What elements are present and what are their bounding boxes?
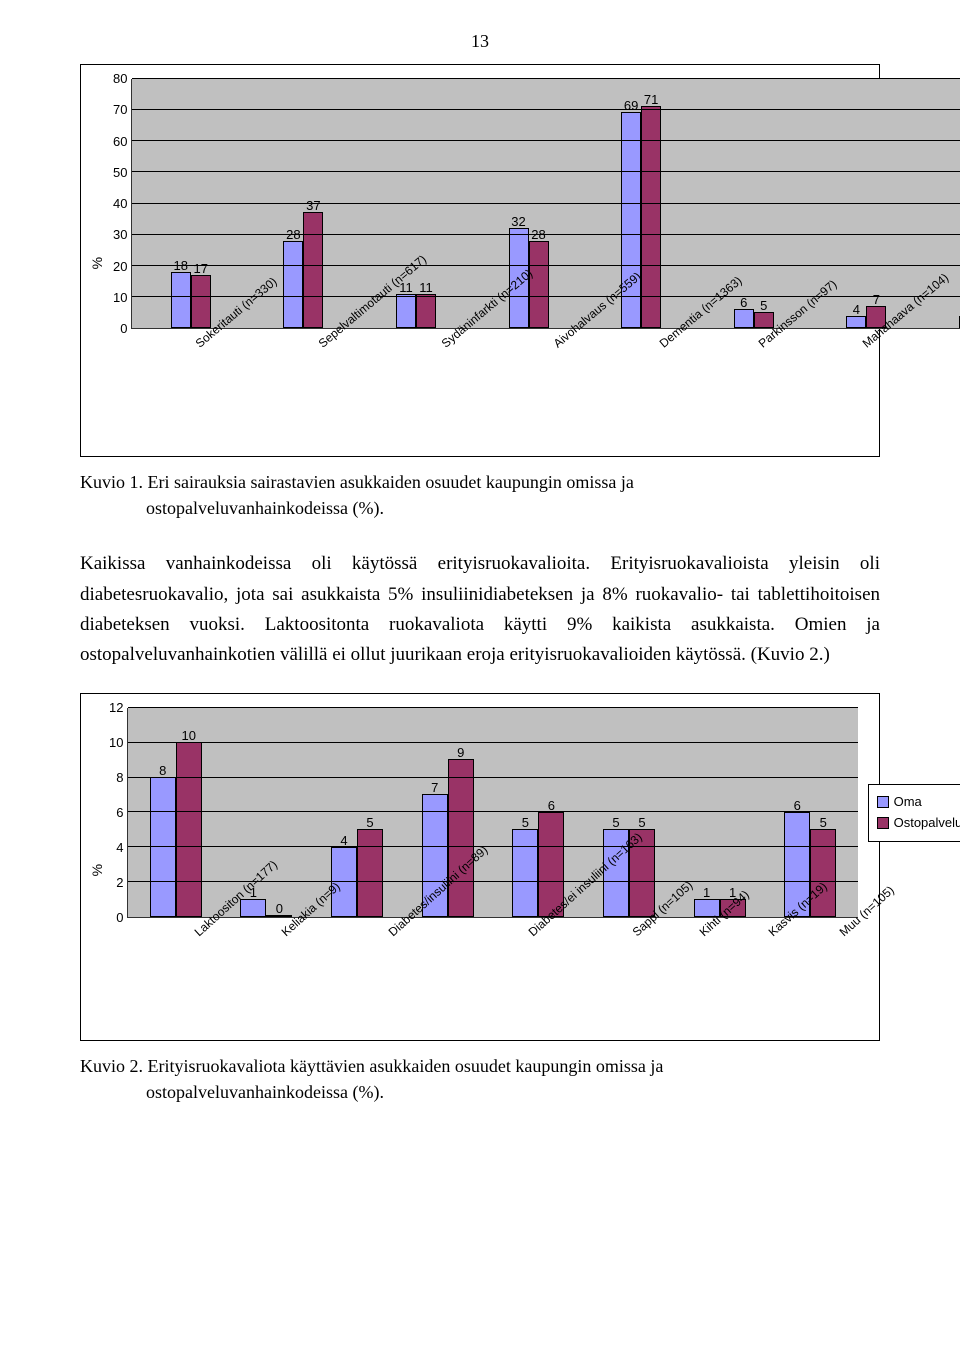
bar-value-label: 32 — [511, 213, 525, 232]
bar-value-label: 1 — [703, 884, 710, 903]
bar-value-label: 69 — [624, 97, 638, 116]
bar-value-label: 71 — [644, 91, 658, 110]
chart2-legend: Oma Ostopalvelu — [868, 784, 960, 842]
bar-group: 56 — [493, 708, 584, 917]
bar-ostopalvelu: 0 — [266, 915, 292, 917]
bar-value-label: 28 — [286, 226, 300, 245]
x-label: Diabetes/insuliini (n=89) — [308, 922, 436, 1032]
chart-2-frame: % 121086420 81010457956551165 Oma — [80, 693, 880, 1041]
x-label: Parkinsson (n=97) — [697, 333, 795, 448]
bar-ostopalvelu: 17 — [191, 275, 211, 328]
bar-value-label: 17 — [194, 260, 208, 279]
bar-value-label: 5 — [760, 297, 767, 316]
x-label: Kasvis (n=19) — [721, 922, 795, 1032]
bar-oma: 4 — [846, 316, 866, 329]
chart2-y-axis: 121086420 — [103, 708, 127, 918]
x-label: Mahahaava (n=104) — [795, 333, 903, 448]
chart2-y-label: % — [91, 708, 103, 1032]
x-label: Aivohalvaus (n=559) — [484, 333, 594, 448]
x-label: Diabetes/ei insuliini (n=163) — [436, 922, 584, 1032]
x-label: Sepelvaltimotauti (n=617) — [233, 333, 369, 448]
bar-value-label: 37 — [306, 197, 320, 216]
bar-oma: 11 — [396, 294, 416, 328]
bar-value-label: 4 — [853, 301, 860, 320]
bar-value-label: 8 — [159, 762, 166, 781]
chart1-y-axis: 80706050403020100 — [103, 79, 131, 329]
bar-value-label: 10 — [182, 727, 196, 746]
bar-value-label: 5 — [612, 814, 619, 833]
x-label: Keliakia (n=9) — [234, 922, 308, 1032]
x-label: Sydäninfarkti (n=210) — [370, 333, 484, 448]
chart2-caption: Kuvio 2. Erityisruokavaliota käyttävien … — [80, 1053, 880, 1105]
bar-value-label: 9 — [457, 744, 464, 763]
chart1-y-label: % — [91, 79, 103, 448]
chart-1-frame: % 80706050403020100 18172837111132286971… — [80, 64, 880, 457]
page-number: 13 — [80, 28, 880, 54]
bar-ostopalvelu: 37 — [303, 212, 323, 328]
bar-oma: 18 — [171, 272, 191, 328]
bar-ostopalvelu: 11 — [416, 294, 436, 328]
bar-group: 3228 — [472, 79, 585, 328]
bar-value-label: 5 — [820, 814, 827, 833]
x-label: Sappi (n=105) — [584, 922, 660, 1032]
x-label: Laktoositon (n=177) — [127, 922, 233, 1032]
bar-oma: 6 — [734, 309, 754, 328]
bar-value-label: 5 — [638, 814, 645, 833]
bar-group: 69 71 — [585, 79, 698, 328]
body-paragraph: Kaikissa vanhainkodeissa oli käytössä er… — [80, 549, 880, 671]
bar-value-label: 6 — [740, 294, 747, 313]
bar-group: 1817 — [134, 79, 247, 328]
chart1-x-axis: Sokeritauti (n=330)Sepelvaltimotauti (n=… — [131, 333, 960, 448]
bar-value-label: 6 — [794, 797, 801, 816]
bar-value-label: 0 — [276, 900, 283, 919]
bar-value-label: 18 — [174, 257, 188, 276]
x-label: Muu (n=105) — [795, 922, 863, 1032]
chart1-caption: Kuvio 1. Eri sairauksia sairastavien asu… — [80, 469, 880, 521]
bar-ostopalvelu: 28 — [529, 241, 549, 329]
bar-value-label: 7 — [431, 779, 438, 798]
legend-item-ostopalvelu: Ostopalvelu — [877, 814, 960, 833]
bar-ostopalvelu: 10 — [176, 742, 202, 917]
bar-value-label: 28 — [531, 226, 545, 245]
legend-item-oma: Oma — [877, 793, 960, 812]
x-label: Dementia (n=1363) — [594, 333, 697, 448]
bar-value-label: 6 — [548, 797, 555, 816]
chart2-x-axis: Laktoositon (n=177)Keliakia (n=9)Diabete… — [127, 922, 863, 1032]
bar-value-label: 11 — [419, 279, 433, 298]
bar-value-label: 4 — [340, 832, 347, 851]
bar-value-label: 5 — [522, 814, 529, 833]
bar-value-label: 7 — [873, 291, 880, 310]
bar-oma: 5 — [512, 829, 538, 917]
bar-ostopalvelu: 5 — [357, 829, 383, 917]
legend-swatch-oma — [877, 796, 889, 808]
x-label: Sokeritauti (n=330) — [131, 333, 233, 448]
bar-oma: 28 — [283, 241, 303, 329]
legend-swatch-ostopalvelu — [877, 817, 889, 829]
bar-group: 10 — [221, 708, 312, 917]
bar-group: 8 10 — [130, 708, 221, 917]
bar-value-label: 5 — [366, 814, 373, 833]
bar-ostopalvelu: 9 — [448, 759, 474, 917]
x-label: Kihti (n=94) — [659, 922, 721, 1032]
x-label: Suolistosairaus (n=99) — [902, 333, 960, 448]
